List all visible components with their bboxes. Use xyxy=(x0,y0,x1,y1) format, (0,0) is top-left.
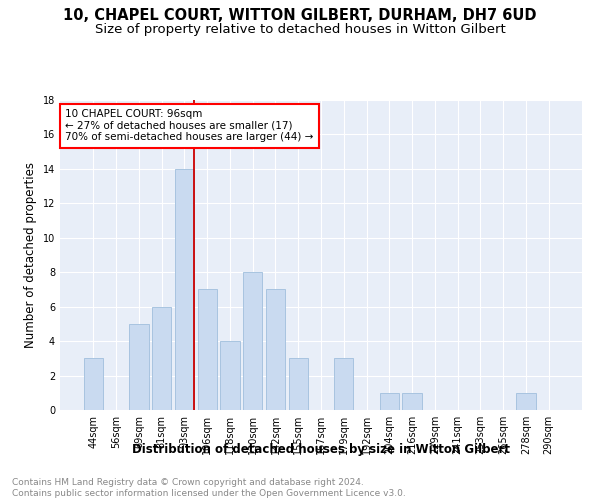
Text: Contains HM Land Registry data © Crown copyright and database right 2024.
Contai: Contains HM Land Registry data © Crown c… xyxy=(12,478,406,498)
Bar xyxy=(152,306,172,410)
Text: 10 CHAPEL COURT: 96sqm
← 27% of detached houses are smaller (17)
70% of semi-det: 10 CHAPEL COURT: 96sqm ← 27% of detached… xyxy=(65,110,314,142)
Y-axis label: Number of detached properties: Number of detached properties xyxy=(24,162,37,348)
Bar xyxy=(84,358,103,410)
Bar xyxy=(129,324,149,410)
Text: 10, CHAPEL COURT, WITTON GILBERT, DURHAM, DH7 6UD: 10, CHAPEL COURT, WITTON GILBERT, DURHAM… xyxy=(63,8,537,22)
Bar xyxy=(220,341,239,410)
Bar xyxy=(516,393,536,410)
Text: Distribution of detached houses by size in Witton Gilbert: Distribution of detached houses by size … xyxy=(132,442,510,456)
Bar xyxy=(197,290,217,410)
Bar xyxy=(175,169,194,410)
Text: Size of property relative to detached houses in Witton Gilbert: Size of property relative to detached ho… xyxy=(95,22,505,36)
Bar xyxy=(403,393,422,410)
Bar xyxy=(266,290,285,410)
Bar xyxy=(243,272,262,410)
Bar xyxy=(380,393,399,410)
Bar xyxy=(334,358,353,410)
Bar xyxy=(289,358,308,410)
